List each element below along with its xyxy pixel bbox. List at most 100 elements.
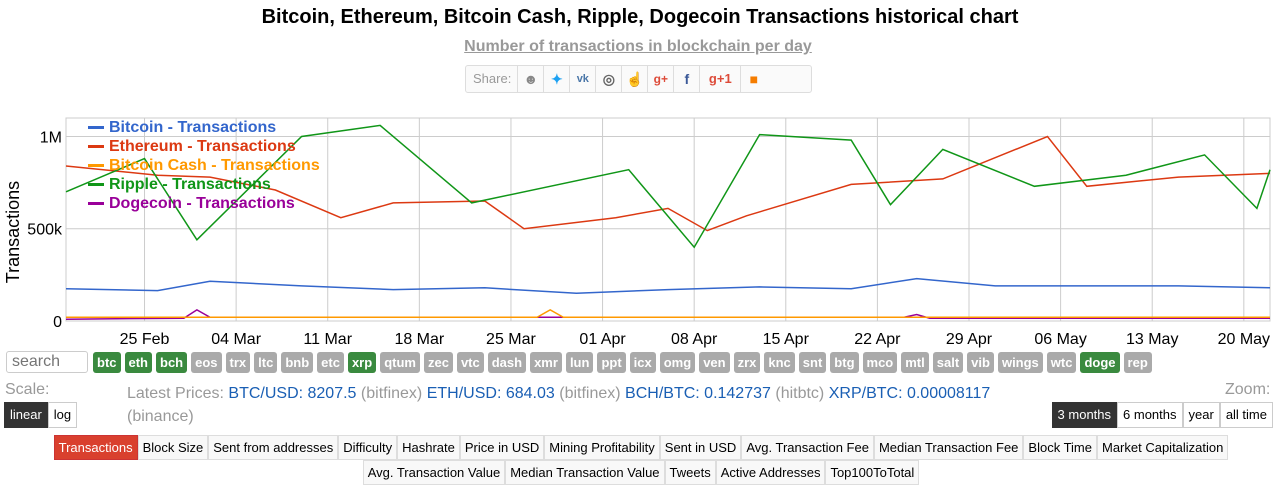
coin-toggle-vib[interactable]: vib	[967, 352, 994, 373]
tab-top100tototal[interactable]: Top100ToTotal	[825, 460, 920, 485]
twitter-icon[interactable]: ✦	[544, 66, 571, 92]
x-tick-label: 25 Feb	[120, 331, 170, 348]
coin-toggle-zrx[interactable]: zrx	[733, 352, 761, 373]
legend-label: Ripple - Transactions	[109, 175, 271, 193]
price-exchange: (bitfinex)	[360, 385, 423, 402]
coin-toggle-knc[interactable]: knc	[764, 352, 795, 373]
tab-median-transaction-fee[interactable]: Median Transaction Fee	[873, 435, 1024, 460]
x-tick-label: 04 Mar	[211, 331, 261, 348]
price-exchange: (binance)	[127, 408, 194, 425]
coin-toggle-ppt[interactable]: ppt	[597, 352, 626, 373]
blogger-icon[interactable]: ■	[749, 71, 759, 87]
tab-block-size[interactable]: Block Size	[137, 435, 209, 460]
tab-hashrate[interactable]: Hashrate	[397, 435, 460, 460]
price-pair[interactable]: XRP/BTC: 0.00008117	[828, 385, 991, 402]
scale-log-button[interactable]: log	[47, 402, 78, 428]
like-icon[interactable]: ☝	[622, 66, 649, 92]
tab-sent-from-addresses[interactable]: Sent from addresses	[208, 435, 339, 460]
x-tick-label: 15 Apr	[763, 331, 810, 348]
tab-avg-transaction-value[interactable]: Avg. Transaction Value	[362, 460, 506, 485]
x-tick-label: 29 Apr	[946, 331, 993, 348]
reddit-icon[interactable]: ☻	[518, 66, 545, 92]
legend-item-eth[interactable]: Ethereum - Transactions	[88, 137, 320, 156]
scale-toggle: linear log	[4, 402, 78, 428]
coin-search-input[interactable]	[6, 351, 88, 373]
legend-item-doge[interactable]: Dogecoin - Transactions	[88, 194, 320, 213]
price-pair[interactable]: BCH/BTC: 0.142737	[625, 385, 771, 402]
coin-toggle-wtc[interactable]: wtc	[1046, 352, 1077, 373]
coin-toggle-doge[interactable]: doge	[1080, 352, 1120, 373]
tab-block-time[interactable]: Block Time	[1023, 435, 1097, 460]
coin-toggle-vtc[interactable]: vtc	[456, 352, 484, 373]
coin-toggle-ven[interactable]: ven	[699, 352, 730, 373]
coin-toggle-mtl[interactable]: mtl	[901, 352, 929, 373]
tab-price-in-usd[interactable]: Price in USD	[459, 435, 545, 460]
coin-toggle-icx[interactable]: icx	[629, 352, 656, 373]
coin-toggle-ltc[interactable]: ltc	[254, 352, 278, 373]
price-exchange: (bitfinex)	[559, 385, 621, 402]
coin-toggle-salt[interactable]: salt	[932, 352, 964, 373]
tab-median-transaction-value[interactable]: Median Transaction Value	[505, 460, 665, 485]
series-line-xrp	[65, 124, 1271, 249]
coin-toggle-btc[interactable]: btc	[93, 352, 121, 373]
tab-difficulty[interactable]: Difficulty	[338, 435, 398, 460]
zoom-year-button[interactable]: year	[1182, 402, 1220, 428]
google-plus-icon[interactable]: g+	[648, 66, 675, 92]
legend-label: Ethereum - Transactions	[109, 137, 296, 155]
zoom-3-months-button[interactable]: 3 months	[1051, 402, 1118, 428]
series-line-bch	[66, 309, 1270, 319]
facebook-icon[interactable]: f	[674, 66, 701, 92]
vk-icon[interactable]: vk	[570, 66, 597, 92]
coin-toggle-eos[interactable]: eos	[191, 352, 222, 373]
google-plus-one-icon[interactable]: g+1	[700, 66, 742, 92]
chart-subtitle[interactable]: Number of transactions in blockchain per…	[464, 38, 812, 55]
tab-market-capitalization[interactable]: Market Capitalization	[1096, 435, 1229, 460]
y-axis-label: Transactions	[3, 181, 23, 283]
coin-toggle-wings[interactable]: wings	[997, 352, 1043, 373]
weibo-icon[interactable]: ◎	[596, 66, 623, 92]
x-tick-label: 25 Mar	[486, 331, 536, 348]
tab-mining-profitability[interactable]: Mining Profitability	[544, 435, 660, 460]
legend-swatch	[88, 202, 104, 205]
legend-item-xrp[interactable]: Ripple - Transactions	[88, 175, 320, 194]
coin-toggle-btg[interactable]: btg	[830, 352, 859, 373]
coin-toggle-eth[interactable]: eth	[124, 352, 152, 373]
coin-toggle-etc[interactable]: etc	[317, 352, 344, 373]
tab-tweets[interactable]: Tweets	[664, 460, 716, 485]
share-bar: Share: ☻ ✦ vk ◎ ☝ g+ f g+1 ■	[465, 65, 812, 93]
legend-label: Bitcoin Cash - Transactions	[109, 156, 320, 174]
coin-toggle-zec[interactable]: zec	[423, 352, 453, 373]
coin-toggle-bnb[interactable]: bnb	[281, 352, 314, 373]
legend-label: Dogecoin - Transactions	[109, 194, 295, 212]
tab-avg-transaction-fee[interactable]: Avg. Transaction Fee	[741, 435, 874, 460]
coin-toggle-dash[interactable]: dash	[487, 352, 527, 373]
legend-item-bch[interactable]: Bitcoin Cash - Transactions	[88, 156, 320, 175]
legend-item-btc[interactable]: Bitcoin - Transactions	[88, 118, 320, 137]
zoom-all-time-button[interactable]: all time	[1219, 402, 1273, 428]
coin-toggle-mco[interactable]: mco	[862, 352, 898, 373]
share-label: Share:	[466, 66, 519, 92]
coin-toggle-xrp[interactable]: xrp	[347, 352, 377, 373]
coin-toggle-snt[interactable]: snt	[798, 352, 827, 373]
zoom-6-months-button[interactable]: 6 months	[1117, 402, 1183, 428]
x-tick-label: 06 May	[1034, 331, 1086, 348]
y-tick-label: 1M	[40, 129, 62, 146]
coin-toggle-trx[interactable]: trx	[225, 352, 251, 373]
coin-toggle-qtum[interactable]: qtum	[380, 352, 420, 373]
scale-linear-button[interactable]: linear	[4, 402, 48, 428]
coin-toggle-rep[interactable]: rep	[1123, 352, 1152, 373]
tab-transactions[interactable]: Transactions	[53, 435, 138, 460]
tab-sent-in-usd[interactable]: Sent in USD	[659, 435, 742, 460]
x-tick-label: 18 Mar	[394, 331, 444, 348]
coin-toggle-bch[interactable]: bch	[156, 352, 188, 373]
coin-toggle-lun[interactable]: lun	[565, 352, 594, 373]
tab-active-addresses[interactable]: Active Addresses	[715, 460, 826, 485]
x-tick-label: 01 Apr	[579, 331, 626, 348]
series-line-btc	[65, 277, 1271, 295]
price-pair[interactable]: ETH/USD: 684.03	[426, 385, 555, 402]
price-pair[interactable]: BTC/USD: 8207.5	[228, 385, 357, 402]
x-tick-label: 08 Apr	[671, 331, 718, 348]
y-tick-label: 0	[53, 314, 62, 331]
coin-toggle-xmr[interactable]: xmr	[530, 352, 562, 373]
coin-toggle-omg[interactable]: omg	[659, 352, 696, 373]
